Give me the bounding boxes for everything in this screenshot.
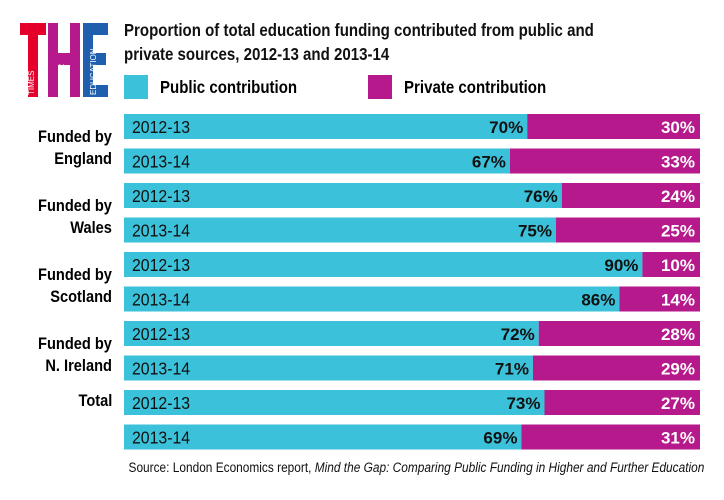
group-label-line: Scotland [50,287,112,306]
group-label: Total [78,390,112,412]
year-label: 2013-14 [132,428,190,448]
year-label: 2013-14 [132,221,190,241]
private-value-label: 27% [661,394,695,413]
private-value-label: 33% [661,153,695,172]
group-label: Funded by N. Ireland [38,333,112,377]
bar-private [642,252,700,277]
year-label: 2013-14 [132,152,190,172]
public-value-label: 71% [495,360,529,379]
bar-private [521,424,700,450]
legend-private: Private contribution [368,75,569,99]
year-label: 2012-13 [132,186,190,206]
bar-private [561,183,700,208]
bar-private [527,114,700,139]
public-value-label: 86% [581,291,615,310]
private-value-label: 25% [661,222,695,241]
public-value-label: 90% [604,256,638,275]
public-value-label: 67% [472,153,506,172]
group-label-line: Funded by [38,265,112,284]
bar-private [556,217,700,243]
public-value-label: 76% [524,187,558,206]
bar-public [124,183,562,208]
logo-letter-h [48,23,80,97]
group-label-line: Wales [70,218,112,237]
group-label-line: Total [78,391,112,410]
group-label: Funded by Scotland [38,264,112,308]
public-value-label: 72% [501,325,535,344]
bar-chart: 2012-13 70% 30% 2013-14 67% 33% 2012-13 76% 24% 2… [124,114,700,450]
group-label: Funded by England [38,126,112,170]
private-value-label: 29% [661,360,695,379]
bar-public [124,114,528,139]
private-value-label: 14% [661,291,695,310]
year-label: 2013-14 [132,290,190,310]
logo-word: HIGHER [57,64,66,95]
group-label-line: Funded by [38,127,112,146]
public-value-label: 73% [506,394,540,413]
logo-word: EDUCATION [89,48,98,95]
chart-title: Proportion of total education funding co… [124,20,594,64]
logo-word: TIMES [27,71,36,95]
bar-private [544,390,700,415]
bar-public [124,321,539,346]
group-label-line: England [54,149,112,168]
public-value-label: 70% [489,118,523,137]
legend-label: Public contribution [160,76,298,97]
legend-label: Private contribution [404,76,547,97]
private-value-label: 24% [661,187,695,206]
legend-swatch-private [368,75,392,99]
private-value-label: 30% [661,118,695,137]
logo-letter-e [83,23,108,97]
group-label-line: N. Ireland [45,356,112,375]
bar-private [538,321,700,346]
bar-private [532,355,700,381]
bar-public [124,286,620,312]
source-note: Source: London Economics report, Mind th… [128,460,704,475]
private-value-label: 31% [661,429,695,448]
bar-public [124,217,556,243]
legend-public: Public contribution [124,75,319,99]
year-label: 2012-13 [132,255,190,275]
bar-private [619,286,700,312]
the-logo: TIMES HIGHER EDUCATION [20,23,108,97]
private-value-label: 10% [661,256,695,275]
bar-public [124,148,510,174]
public-value-label: 69% [483,429,517,448]
bar-public [124,390,545,415]
bar-public [124,424,522,450]
private-value-label: 28% [661,325,695,344]
year-label: 2013-14 [132,359,190,379]
public-value-label: 75% [518,222,552,241]
group-label-line: Funded by [38,196,112,215]
bar-private [509,148,700,174]
year-label: 2012-13 [132,393,190,413]
bar-public [124,355,533,381]
bar-public [124,252,643,277]
year-label: 2012-13 [132,117,190,137]
group-label-line: Funded by [38,334,112,353]
year-label: 2012-13 [132,324,190,344]
legend-swatch-public [124,75,148,99]
group-label: Funded by Wales [38,195,112,239]
logo-letter-t [20,23,46,97]
